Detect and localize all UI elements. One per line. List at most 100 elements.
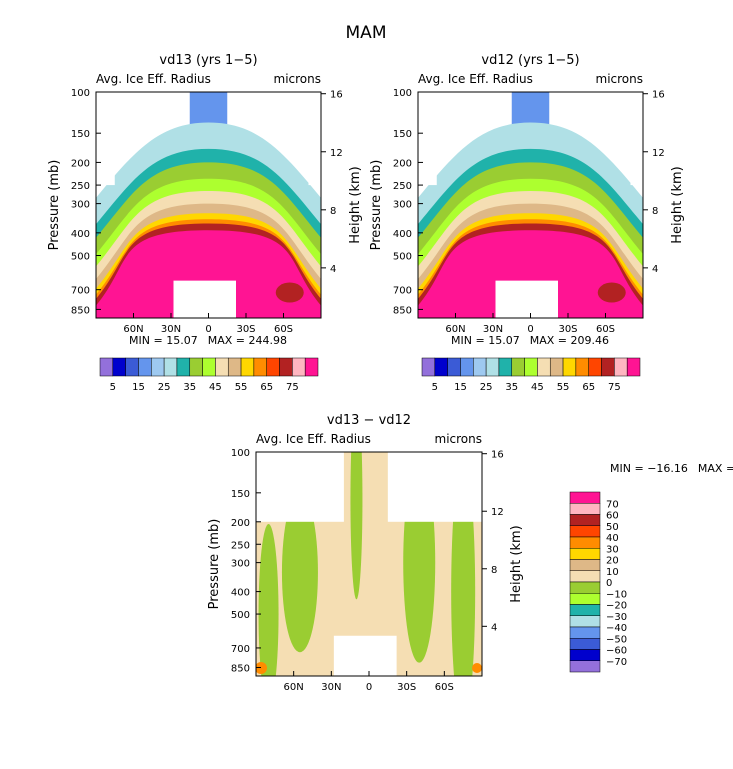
- colorbar-swatch: [569, 604, 601, 616]
- y-axis-label: Pressure (mb): [47, 160, 62, 251]
- y-axis-label: Pressure (mb): [207, 519, 222, 610]
- y-tick-label: 150: [71, 129, 90, 140]
- y-axis-label-right: Height (km): [348, 166, 363, 243]
- colorbar-label: 5: [432, 382, 438, 393]
- colorbar-swatch: [125, 357, 139, 377]
- colorbar-swatch: [614, 357, 628, 377]
- colorbar-swatch: [569, 525, 601, 538]
- colorbar-swatch: [569, 581, 601, 594]
- top-mask-left: [256, 452, 344, 522]
- y-tick-label: 250: [393, 181, 412, 192]
- max-value: 209.46: [570, 334, 609, 347]
- colorbar-swatch: [524, 357, 538, 377]
- top-mask-left: [96, 92, 115, 186]
- colorbar-swatch: [569, 626, 601, 639]
- colorbar-swatch: [569, 491, 601, 504]
- y-tick-label: 500: [231, 610, 250, 621]
- contour-band: [418, 230, 643, 318]
- contour-field: [96, 92, 321, 318]
- contour-band: [96, 230, 321, 318]
- height-tick-label: 12: [652, 148, 665, 159]
- contour-max-region: [275, 282, 304, 303]
- colorbar-swatch: [498, 357, 513, 377]
- colorbar-label: 60: [606, 511, 619, 522]
- colorbar-swatch: [99, 357, 114, 377]
- y-tick-label: 400: [231, 588, 250, 599]
- colorbar-swatch: [112, 357, 126, 377]
- colorbar-swatch: [569, 570, 601, 583]
- colorbar-label: 40: [606, 533, 619, 544]
- colorbar-swatch: [292, 357, 306, 377]
- ground-mask: [173, 280, 236, 318]
- colorbar-label: 15: [132, 382, 145, 393]
- contour-max-region: [597, 282, 626, 303]
- x-tick-label: 30N: [483, 324, 503, 335]
- y-tick-label: 200: [231, 518, 250, 529]
- colorbar-label: −20: [606, 601, 627, 612]
- height-tick-label: 4: [652, 264, 658, 275]
- colorbar-swatch: [485, 357, 500, 377]
- colorbar-label: 35: [183, 382, 196, 393]
- y-axis-label: Pressure (mb): [369, 160, 384, 251]
- panel-subtitle-variable: Avg. Ice Eff. Radius: [418, 72, 533, 86]
- colorbar-swatch: [626, 357, 641, 377]
- x-tick-label: 30S: [236, 324, 255, 335]
- y-tick-label: 400: [71, 229, 90, 240]
- colorbar-label: 20: [606, 556, 619, 567]
- colorbar-swatch: [215, 357, 229, 377]
- colorbar-swatch: [253, 357, 267, 377]
- contour-negative-region: [258, 524, 279, 676]
- colorbar-swatch: [304, 357, 319, 377]
- panel-2: vd12 (yrs 1−5) Avg. Ice Eff. Radius micron…: [369, 53, 685, 393]
- colorbar-label: 75: [608, 382, 621, 393]
- colorbar-swatch: [569, 649, 601, 661]
- colorbar-label: −30: [606, 612, 627, 623]
- colorbar-swatch: [569, 536, 601, 549]
- y-tick-label: 500: [393, 252, 412, 263]
- colorbar-label: −50: [606, 634, 627, 645]
- top-mask-right: [630, 92, 643, 186]
- contour-field: [418, 92, 643, 318]
- colorbar-swatch: [569, 559, 601, 571]
- colorbar-swatch: [537, 357, 551, 377]
- y-tick-label: 700: [71, 286, 90, 297]
- colorbar-swatch: [266, 357, 280, 377]
- panel-1: vd13 (yrs 1−5) Avg. Ice Eff. Radius micron…: [47, 53, 363, 393]
- colorbar-label: 35: [505, 382, 518, 393]
- colorbar-label: −40: [606, 623, 627, 634]
- x-tick-label: 30N: [161, 324, 181, 335]
- min-max-readout: MIN = 15.07 MAX = 209.46: [451, 334, 609, 347]
- colorbar-swatch: [569, 660, 601, 673]
- field-blue-top: [189, 92, 228, 127]
- colorbar-label: 65: [260, 382, 273, 393]
- y-tick-label: 300: [71, 200, 90, 211]
- height-tick-label: 4: [491, 622, 497, 633]
- panel-subtitle-variable: Avg. Ice Eff. Radius: [96, 72, 211, 86]
- colorbar-label: 45: [531, 382, 544, 393]
- x-tick-label: 60N: [284, 682, 304, 693]
- x-tick-label: 60N: [123, 324, 143, 335]
- colorbar-swatch: [421, 357, 436, 377]
- colorbar-swatch: [227, 357, 242, 377]
- colorbar-swatch: [588, 357, 602, 377]
- colorbar-label: 15: [454, 382, 467, 393]
- y-tick-label: 850: [71, 305, 90, 316]
- colorbar-swatch: [549, 357, 564, 377]
- panel-subtitle-variable: Avg. Ice Eff. Radius: [256, 432, 371, 446]
- ground-mask: [495, 280, 558, 318]
- min-label: MIN =: [129, 334, 166, 347]
- panel-title: vd12 (yrs 1−5): [481, 53, 579, 68]
- max-label: MAX =: [530, 334, 571, 347]
- colorbar-swatch: [473, 357, 487, 377]
- colorbar: 5 15 25 35 45 55 65 75: [99, 357, 319, 393]
- contour-max-region: [256, 662, 267, 674]
- x-tick-label: 30S: [397, 682, 416, 693]
- y-tick-label: 150: [393, 129, 412, 140]
- colorbar-label: −10: [606, 589, 627, 600]
- y-axis-label-right: Height (km): [670, 166, 685, 243]
- colorbar-label: 45: [209, 382, 222, 393]
- height-tick-label: 16: [652, 90, 665, 101]
- panel-title: vd13 (yrs 1−5): [159, 53, 257, 68]
- colorbar-swatch: [279, 357, 293, 377]
